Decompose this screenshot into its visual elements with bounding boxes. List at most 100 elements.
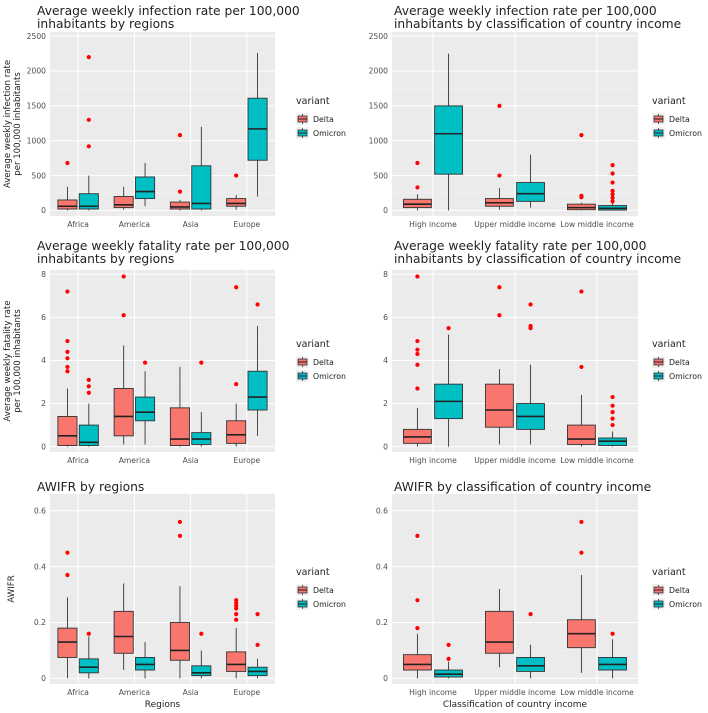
x-tick-label: Africa xyxy=(67,220,89,229)
outlier-point xyxy=(579,193,584,198)
box-delta-high-income xyxy=(403,533,432,679)
legend: variant Delta Omicron xyxy=(652,96,702,139)
outlier-point xyxy=(177,519,183,525)
plot-background xyxy=(50,32,275,216)
outlier-point xyxy=(610,192,615,197)
legend-label-omicron: Omicron xyxy=(669,372,702,381)
outlier-point xyxy=(415,351,420,357)
x-axis-label: Regions xyxy=(145,700,181,710)
box-iqr xyxy=(113,388,134,437)
x-tick-label: Europe xyxy=(234,456,261,465)
box-iqr xyxy=(191,165,212,210)
outlier-point xyxy=(415,274,420,279)
y-tick-label: 2 xyxy=(41,399,46,408)
x-tick-label: High income xyxy=(409,456,457,465)
x-tick-label: Upper middle income xyxy=(474,456,556,465)
box-iqr xyxy=(516,182,545,202)
outlier-point xyxy=(610,403,615,408)
x-tick-label: Europe xyxy=(234,220,261,229)
outlier-point xyxy=(65,550,70,555)
box-iqr xyxy=(135,396,156,422)
y-tick-label: 500 xyxy=(32,171,47,180)
outlier-point xyxy=(255,642,260,647)
box-omicron-upper-middle-income xyxy=(516,302,545,445)
box-delta-europe xyxy=(226,173,247,210)
outlier-point xyxy=(528,302,533,307)
outlier-point xyxy=(497,313,502,318)
outlier-point xyxy=(65,338,70,344)
box-delta-africa xyxy=(57,289,78,447)
outlier-point xyxy=(86,144,91,149)
y-tick-label: 0.4 xyxy=(376,562,388,571)
y-tick-label: 0 xyxy=(383,674,388,683)
outlier-point xyxy=(415,533,420,539)
outlier-point xyxy=(234,617,239,622)
box-iqr xyxy=(78,193,99,210)
chart-panel-p1: Average weekly infection rate per 100,00… xyxy=(3,4,346,229)
y-tick-label: 1500 xyxy=(369,102,388,111)
box-delta-asia xyxy=(169,519,190,679)
y-tick-label: 0.2 xyxy=(34,618,46,627)
legend-label-omicron: Omicron xyxy=(313,372,346,381)
box-delta-asia xyxy=(169,366,190,447)
y-tick-label: 2 xyxy=(383,399,388,408)
box-iqr xyxy=(57,199,78,210)
outlier-point xyxy=(86,377,91,382)
box-iqr xyxy=(485,383,514,428)
box-delta-low-middle-income xyxy=(567,289,596,447)
outlier-point xyxy=(415,347,420,352)
y-tick-label: 0 xyxy=(383,206,388,215)
outlier-point xyxy=(415,626,420,631)
box-iqr xyxy=(567,424,596,445)
outlier-point xyxy=(497,103,502,108)
legend: variant Delta Omicron xyxy=(296,96,346,139)
legend-label-delta: Delta xyxy=(313,586,334,595)
outlier-point xyxy=(497,285,502,290)
y-axis-label: Average weekly infection rate xyxy=(3,60,13,188)
outlier-point xyxy=(579,364,584,370)
x-tick-label: Low middle income xyxy=(560,688,634,697)
outlier-point xyxy=(415,362,420,367)
y-axis-label: per 100,000 inhabitants xyxy=(13,309,23,413)
y-tick-label: 0 xyxy=(41,674,46,683)
box-delta-upper-middle-income xyxy=(485,285,514,445)
x-tick-label: Low middle income xyxy=(560,456,634,465)
chart-panel-p5: AWIFR by regions 0 0.2 0.4 0.6 Africa America A… xyxy=(7,480,346,710)
outlier-point xyxy=(446,326,451,331)
box-iqr xyxy=(169,407,190,446)
panel-title: inhabitants by regions xyxy=(37,252,174,266)
box-omicron-europe xyxy=(247,302,268,436)
x-tick-label: High income xyxy=(409,688,457,697)
outlier-point xyxy=(579,550,584,555)
y-tick-label: 8 xyxy=(383,270,388,279)
outlier-point xyxy=(610,410,615,415)
x-tick-label: Asia xyxy=(183,688,199,697)
outlier-point xyxy=(579,133,584,138)
y-tick-label: 0 xyxy=(383,442,388,451)
box-omicron-upper-middle-income xyxy=(516,154,545,208)
x-tick-label: Upper middle income xyxy=(474,688,556,697)
legend-title: variant xyxy=(296,96,330,107)
x-tick-label: Upper middle income xyxy=(474,220,556,229)
box-delta-africa xyxy=(57,550,78,679)
y-tick-label: 0.4 xyxy=(34,562,46,571)
panel-title: Average weekly infection rate per 100,00… xyxy=(37,4,300,18)
box-delta-europe xyxy=(226,598,247,679)
outlier-point xyxy=(234,382,239,387)
outlier-point xyxy=(65,356,70,361)
legend-title: variant xyxy=(652,96,686,107)
x-tick-label: America xyxy=(119,220,150,229)
outlier-point xyxy=(65,160,70,166)
box-omicron-africa xyxy=(78,377,99,447)
x-tick-label: Asia xyxy=(183,220,199,229)
box-iqr xyxy=(247,370,268,411)
outlier-point xyxy=(177,533,183,539)
outlier-point xyxy=(610,631,615,636)
outlier-point xyxy=(234,612,239,617)
outlier-point xyxy=(65,572,70,578)
legend-label-omicron: Omicron xyxy=(669,600,702,609)
outlier-point xyxy=(142,360,148,365)
y-tick-label: 2000 xyxy=(27,67,46,76)
y-tick-label: 4 xyxy=(41,356,46,365)
